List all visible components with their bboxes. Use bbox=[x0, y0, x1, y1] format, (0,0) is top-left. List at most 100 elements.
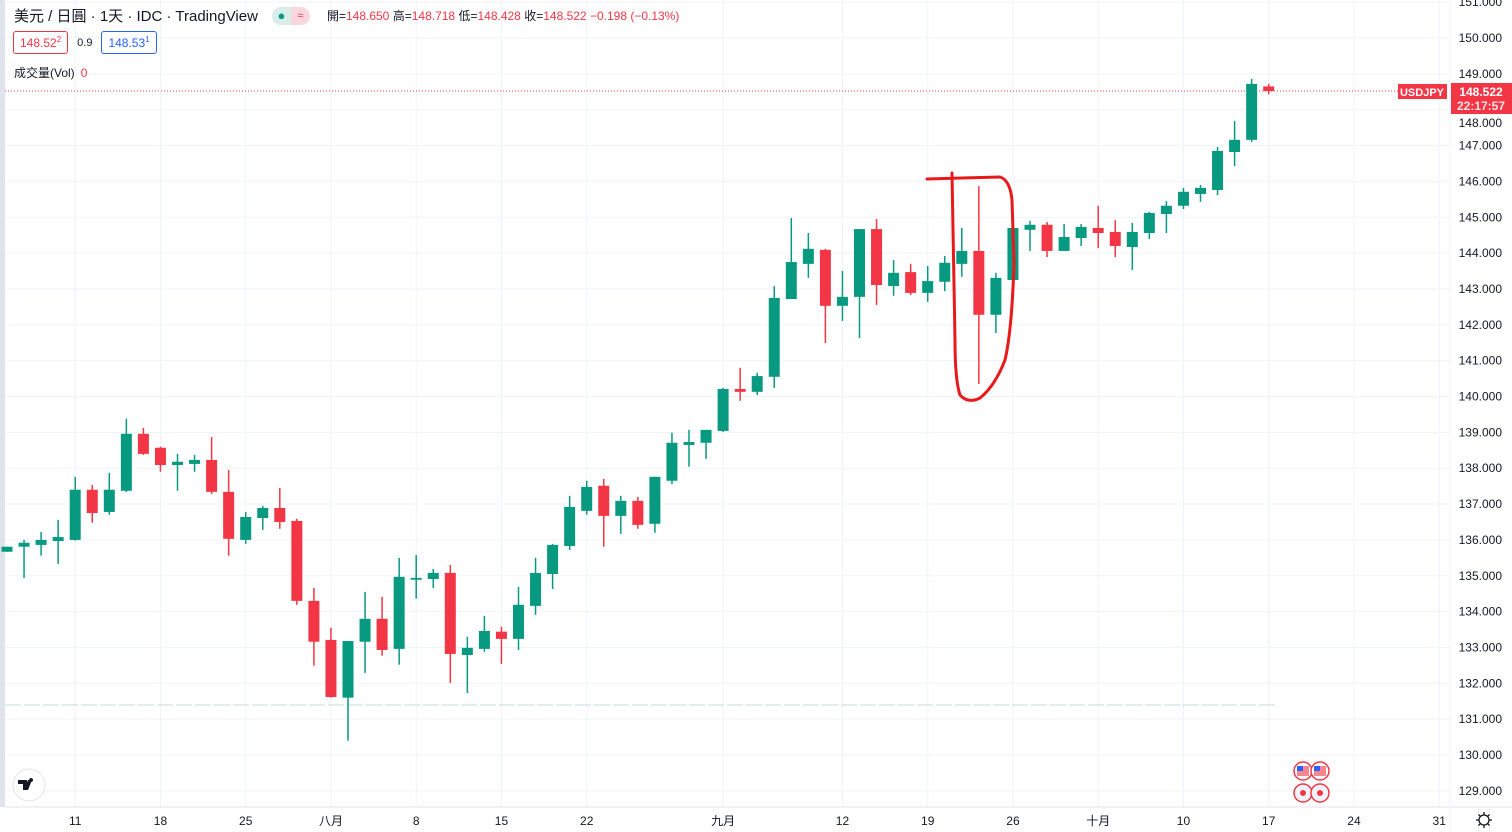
candle-body bbox=[495, 631, 507, 639]
symbol-tag-bg bbox=[1398, 84, 1447, 99]
status-pill[interactable]: ● ≈ bbox=[271, 6, 310, 25]
candle bbox=[103, 472, 115, 515]
candle bbox=[1024, 220, 1036, 251]
time-tick-label: 10 bbox=[1177, 814, 1191, 828]
candle-body bbox=[990, 277, 1002, 315]
candle-body bbox=[768, 297, 780, 377]
candle bbox=[137, 428, 149, 455]
candle-body bbox=[1212, 150, 1224, 191]
price-tick-label: 139.000 bbox=[1459, 425, 1503, 439]
candle-body bbox=[871, 229, 883, 286]
candle bbox=[18, 539, 30, 578]
candle-body bbox=[922, 281, 934, 293]
candle bbox=[1212, 146, 1224, 196]
candle bbox=[444, 565, 456, 683]
economic-events[interactable] bbox=[1293, 761, 1330, 803]
candle bbox=[615, 495, 627, 534]
candle bbox=[581, 480, 593, 515]
price-tick-label: 141.000 bbox=[1459, 354, 1503, 368]
time-tick-label: 11 bbox=[69, 814, 82, 828]
time-tick-label: 15 bbox=[495, 814, 509, 828]
time-tick-label: 24 bbox=[1347, 814, 1361, 828]
candle bbox=[683, 429, 695, 467]
sell-button[interactable]: 148.522 bbox=[13, 31, 69, 54]
candle bbox=[888, 259, 900, 296]
candle bbox=[461, 636, 473, 693]
tradingview-logo[interactable] bbox=[12, 768, 46, 802]
candle-body bbox=[308, 600, 320, 642]
price-tick-label: 151.000 bbox=[1459, 0, 1503, 9]
candle-body bbox=[1075, 226, 1087, 239]
price-tick-label: 142.000 bbox=[1459, 318, 1503, 332]
us-flag-event-icon bbox=[1310, 761, 1330, 781]
candle-body bbox=[683, 442, 695, 445]
time-tick-label: 十月 bbox=[1086, 814, 1110, 828]
candle-body bbox=[86, 489, 98, 514]
candle-body bbox=[854, 229, 865, 297]
candle-body bbox=[530, 572, 542, 606]
candle bbox=[598, 478, 610, 547]
symbol-title[interactable]: 美元 / 日圓 · 1天 · IDC · TradingView bbox=[14, 8, 258, 25]
close-value: 148.522 bbox=[543, 9, 587, 23]
candle-body bbox=[717, 388, 729, 431]
candle-body bbox=[751, 376, 763, 392]
candle bbox=[734, 367, 746, 401]
candle-body bbox=[427, 572, 439, 579]
candle-body bbox=[564, 506, 576, 547]
candle bbox=[69, 476, 81, 541]
japan-flag-event-icon bbox=[1310, 783, 1330, 803]
candle-body bbox=[52, 537, 64, 541]
volume-legend[interactable]: 成交量(Vol) 0 bbox=[14, 64, 87, 81]
candle-body bbox=[939, 262, 951, 282]
candle bbox=[240, 511, 252, 544]
candle-body bbox=[137, 433, 149, 454]
candle-body bbox=[632, 500, 644, 525]
candle bbox=[530, 557, 542, 615]
candle bbox=[1177, 187, 1189, 210]
candle-body bbox=[1041, 224, 1053, 251]
time-axis[interactable]: 11 18 25 八月 8 15 22 九月 12 19 26 十月 10 17 24 31 bbox=[69, 814, 1446, 828]
candle-body bbox=[734, 388, 746, 392]
candle-body bbox=[35, 539, 47, 545]
time-tick-label: 17 bbox=[1262, 814, 1276, 828]
hand-drawn-annotation[interactable] bbox=[925, 171, 1016, 402]
candle bbox=[154, 446, 166, 472]
price-tick-label: 131.000 bbox=[1459, 712, 1503, 726]
candle-body bbox=[291, 520, 303, 601]
candle-body bbox=[274, 508, 286, 522]
candle-body bbox=[154, 447, 166, 465]
price-tick-label: 150.000 bbox=[1459, 31, 1503, 45]
last-price-tag: USDJPY 148.522 22:17:57 bbox=[1398, 83, 1512, 114]
settings-gear-icon[interactable] bbox=[1476, 812, 1492, 828]
candle bbox=[325, 627, 337, 698]
time-tick-label: 25 bbox=[239, 814, 253, 828]
candle-body bbox=[819, 249, 831, 306]
candle-body bbox=[598, 485, 610, 516]
candle-body bbox=[103, 489, 115, 512]
candle-body bbox=[1229, 139, 1241, 153]
candle bbox=[1160, 201, 1172, 234]
candle-body bbox=[666, 442, 678, 481]
candle bbox=[1229, 120, 1241, 166]
ohlc-values: 開=148.650 高=148.718 低=148.428 收=148.522 … bbox=[327, 7, 679, 24]
price-axis[interactable]: 129.000 130.000 131.000 132.000 133.000 134.0… bbox=[1459, 0, 1503, 798]
candle bbox=[206, 437, 218, 495]
price-tick-label: 130.000 bbox=[1459, 748, 1503, 762]
low-value: 148.428 bbox=[477, 9, 521, 23]
buy-button[interactable]: 148.531 bbox=[101, 31, 157, 54]
grid bbox=[5, 0, 1450, 807]
ask-pip: 1 bbox=[145, 35, 150, 44]
candle bbox=[1109, 220, 1121, 258]
candle bbox=[836, 271, 848, 321]
us-flag-event-icon bbox=[1293, 761, 1313, 781]
candle-body bbox=[1246, 83, 1258, 140]
price-tick-label: 144.000 bbox=[1459, 246, 1503, 260]
candle-body bbox=[359, 618, 371, 642]
candle bbox=[223, 470, 235, 556]
candle bbox=[819, 248, 831, 344]
candle bbox=[547, 543, 559, 590]
candle-body bbox=[700, 429, 712, 443]
high-label: 高= bbox=[392, 9, 412, 23]
candle bbox=[1092, 205, 1104, 249]
